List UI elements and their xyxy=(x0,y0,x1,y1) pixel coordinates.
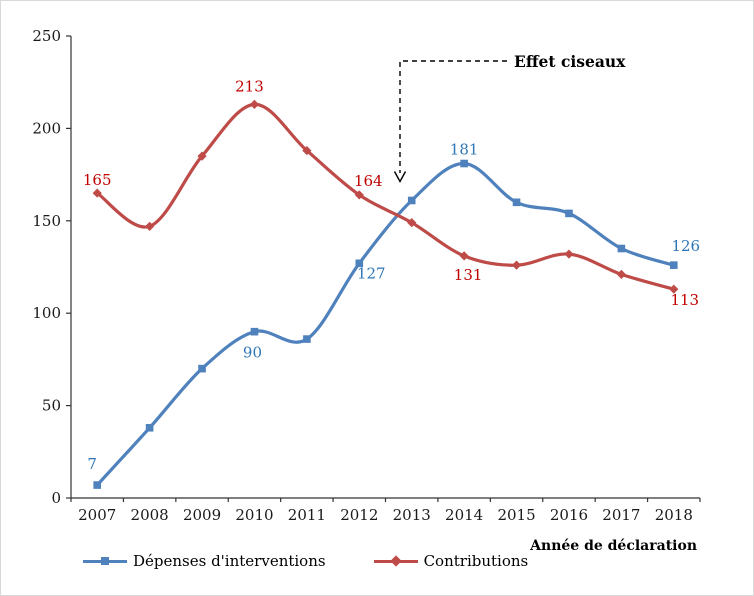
diamond-marker-icon xyxy=(616,269,626,279)
axis-tick-labels: 0 50 100 150 200 250 2007 2008 2009 2010 2011 2012 2… xyxy=(32,27,693,524)
data-label-2010-s0: 90 xyxy=(243,344,262,362)
y-tick-label: 200 xyxy=(32,119,61,137)
y-tick-label: 50 xyxy=(42,397,61,415)
square-marker-icon xyxy=(303,335,311,343)
annotation-label: Effet ciseaux xyxy=(514,52,626,71)
data-label-2012-s0: 127 xyxy=(357,264,386,282)
data-label-2007-s0: 7 xyxy=(87,455,97,473)
annotation-arrow-line xyxy=(399,60,507,173)
square-marker-icon xyxy=(198,364,206,373)
x-tick-label: 2018 xyxy=(655,506,693,524)
square-marker-icon xyxy=(250,327,259,336)
diamond-marker-icon xyxy=(669,284,679,294)
annotation-arrowhead-icon xyxy=(393,171,407,183)
diamond-marker-icon xyxy=(389,554,402,567)
legend-item-contributions: Contributions xyxy=(373,552,529,570)
data-label-2007-s1: 165 xyxy=(83,171,112,189)
x-tick-label: 2008 xyxy=(131,506,169,524)
square-marker-icon xyxy=(512,198,521,207)
square-marker-icon xyxy=(460,159,468,168)
x-axis-title: Année de déclaration xyxy=(529,538,697,554)
square-marker-icon xyxy=(145,423,154,432)
x-tick-label: 2011 xyxy=(288,506,326,524)
square-marker-icon xyxy=(101,556,109,565)
diamond-marker-icon xyxy=(197,151,207,161)
x-tick-label: 2014 xyxy=(445,506,483,524)
diamond-marker-icon xyxy=(459,251,469,261)
series-lines xyxy=(95,102,676,487)
diamond-marker-icon xyxy=(92,188,102,198)
square-marker-icon xyxy=(407,196,416,205)
x-tick-label: 2015 xyxy=(497,506,535,524)
point-labels: 7 90 127 181 126 165 213 164 131 113 xyxy=(83,77,700,473)
axis-ticks xyxy=(66,35,701,502)
diamond-marker-icon xyxy=(407,218,417,228)
legend-item-depenses: Dépenses d'interventions xyxy=(83,552,326,570)
y-tick-label: 100 xyxy=(32,304,61,322)
legend-label-depenses: Dépenses d'interventions xyxy=(133,552,326,570)
series-markers xyxy=(92,99,679,489)
x-tick-label: 2010 xyxy=(235,506,273,524)
square-marker-icon xyxy=(93,481,102,489)
diamond-marker-icon xyxy=(354,190,364,200)
data-label-2012-s1: 164 xyxy=(354,172,383,190)
data-label-2010-s1: 213 xyxy=(235,77,264,95)
y-tick-label: 250 xyxy=(32,27,61,45)
x-tick-label: 2013 xyxy=(393,506,431,524)
legend: Dépenses d'interventions Contributions xyxy=(83,552,528,570)
legend-label-contributions: Contributions xyxy=(423,552,529,570)
square-marker-icon xyxy=(617,244,626,253)
data-label-2018-s0: 126 xyxy=(671,237,700,255)
x-tick-label: 2016 xyxy=(550,506,588,524)
data-label-2014-s0: 181 xyxy=(450,141,479,159)
y-tick-label: 0 xyxy=(51,489,61,507)
legend-line-red xyxy=(373,554,418,567)
diamond-marker-icon xyxy=(145,221,155,231)
square-marker-icon xyxy=(669,261,678,269)
legend-line-blue xyxy=(83,556,127,565)
diamond-marker-icon xyxy=(249,99,260,109)
diamond-marker-icon xyxy=(564,249,574,259)
square-marker-icon xyxy=(355,259,364,268)
x-tick-label: 2017 xyxy=(602,506,640,524)
series-line-0 xyxy=(95,161,676,487)
diamond-marker-icon xyxy=(302,145,312,156)
series-line-1 xyxy=(95,102,676,291)
square-marker-icon xyxy=(565,209,573,218)
x-tick-label: 2012 xyxy=(340,506,378,524)
diamond-marker-icon xyxy=(511,260,522,270)
data-label-2018-s1: 113 xyxy=(670,291,699,309)
x-tick-label: 2009 xyxy=(183,506,221,524)
x-tick-label: 2007 xyxy=(78,506,116,524)
data-label-2014-s1: 131 xyxy=(454,266,483,284)
y-tick-label: 150 xyxy=(32,212,61,230)
